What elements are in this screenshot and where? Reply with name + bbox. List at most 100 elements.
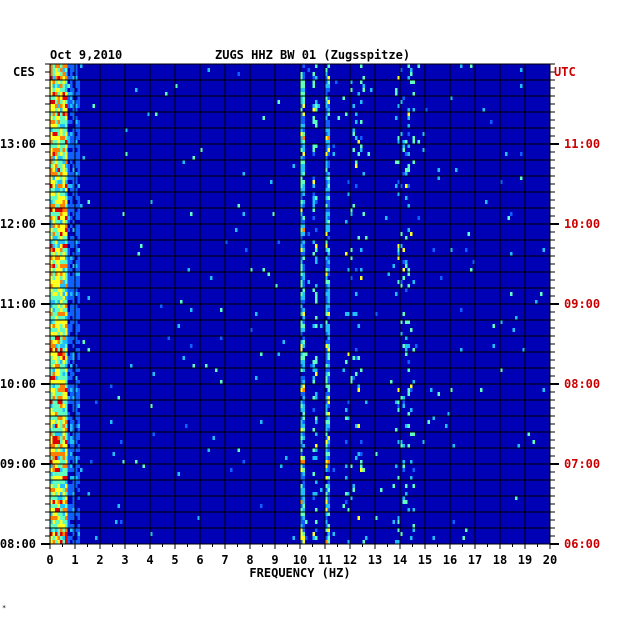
heatmap-cell [407,168,410,172]
heatmap-cell [300,88,303,92]
heatmap-cell [70,120,73,124]
heatmap-cell [315,256,318,260]
heatmap-cell [302,456,305,460]
x-tick-label: 19 [518,553,532,567]
heatmap-cell [72,396,75,400]
heatmap-cell [315,508,318,512]
heatmap-cell [52,240,55,244]
heatmap-cell [72,360,75,364]
heatmap-cell [65,160,68,164]
heatmap-cell [55,332,58,336]
heatmap-cell [300,160,303,164]
heatmap-cell [402,496,405,500]
heatmap-cell [55,520,58,524]
heatmap-cell [402,268,405,272]
heatmap-cell [62,152,65,156]
heatmap-cell [60,540,63,544]
heatmap-cell [62,400,65,404]
heatmap-cell [237,448,240,452]
heatmap-cell [65,416,68,420]
heatmap-cell [325,100,328,104]
heatmap-cell [72,488,75,492]
heatmap-cell [302,84,305,88]
heatmap-cell [72,220,75,224]
heatmap-cell [345,440,348,444]
heatmap-cell [55,120,58,124]
heatmap-cell [327,396,330,400]
heatmap-cell [302,480,305,484]
heatmap-cell [327,88,330,92]
heatmap-cell [52,172,55,176]
heatmap-cell [72,448,75,452]
heatmap-cell [327,152,330,156]
heatmap-cell [75,412,78,416]
heatmap-cell [70,140,73,144]
heatmap-cell [65,116,68,120]
heatmap-cell [72,356,75,360]
heatmap-cell [67,288,70,292]
heatmap-cell [67,268,70,272]
heatmap-cell [60,204,63,208]
heatmap-cell [70,320,73,324]
heatmap-cell [50,388,53,392]
heatmap-cell [305,352,308,356]
heatmap-cell [75,240,78,244]
heatmap-cell [57,488,60,492]
heatmap-cell [60,136,63,140]
x-tick-label: 18 [493,553,507,567]
heatmap-cell [70,76,73,80]
heatmap-cell [325,260,328,264]
heatmap-cell [302,416,305,420]
heatmap-cell [230,468,233,472]
heatmap-cell [327,388,330,392]
heatmap-cell [395,160,398,164]
heatmap-cell [72,336,75,340]
heatmap-cell [57,320,60,324]
heatmap-cell [75,304,78,308]
heatmap-cell [52,484,55,488]
heatmap-cell [327,308,330,312]
heatmap-cell [175,84,178,88]
heatmap-cell [65,332,68,336]
heatmap-cell [50,260,53,264]
heatmap-cell [65,316,68,320]
heatmap-cell [65,100,68,104]
heatmap-cell [75,368,78,372]
heatmap-cell [65,372,68,376]
heatmap-cell [52,392,55,396]
heatmap-cell [60,196,63,200]
heatmap-cell [72,176,75,180]
heatmap-cell [77,284,80,288]
heatmap-cell [325,256,328,260]
heatmap-cell [315,144,318,148]
heatmap-cell [65,104,68,108]
heatmap-cell [75,440,78,444]
heatmap-cell [77,352,80,356]
heatmap-cell [130,364,133,368]
heatmap-cell [75,224,78,228]
heatmap-cell [412,484,415,488]
heatmap-cell [75,176,78,180]
heatmap-cell [67,228,70,232]
heatmap-cell [327,220,330,224]
heatmap-cell [65,88,68,92]
heatmap-cell [167,336,170,340]
heatmap-cell [67,516,70,520]
heatmap-cell [60,488,63,492]
heatmap-cell [67,144,70,148]
heatmap-cell [360,460,363,464]
heatmap-cell [60,296,63,300]
heatmap-cell [302,280,305,284]
heatmap-cell [155,112,158,116]
heatmap-cell [325,244,328,248]
heatmap-cell [75,136,78,140]
heatmap-cell [360,248,363,252]
heatmap-cell [300,332,303,336]
heatmap-cell [300,408,303,412]
heatmap-cell [315,528,318,532]
heatmap-cell [325,204,328,208]
heatmap-cell [77,380,80,384]
heatmap-cell [407,412,410,416]
heatmap-cell [57,248,60,252]
heatmap-cell [65,480,68,484]
